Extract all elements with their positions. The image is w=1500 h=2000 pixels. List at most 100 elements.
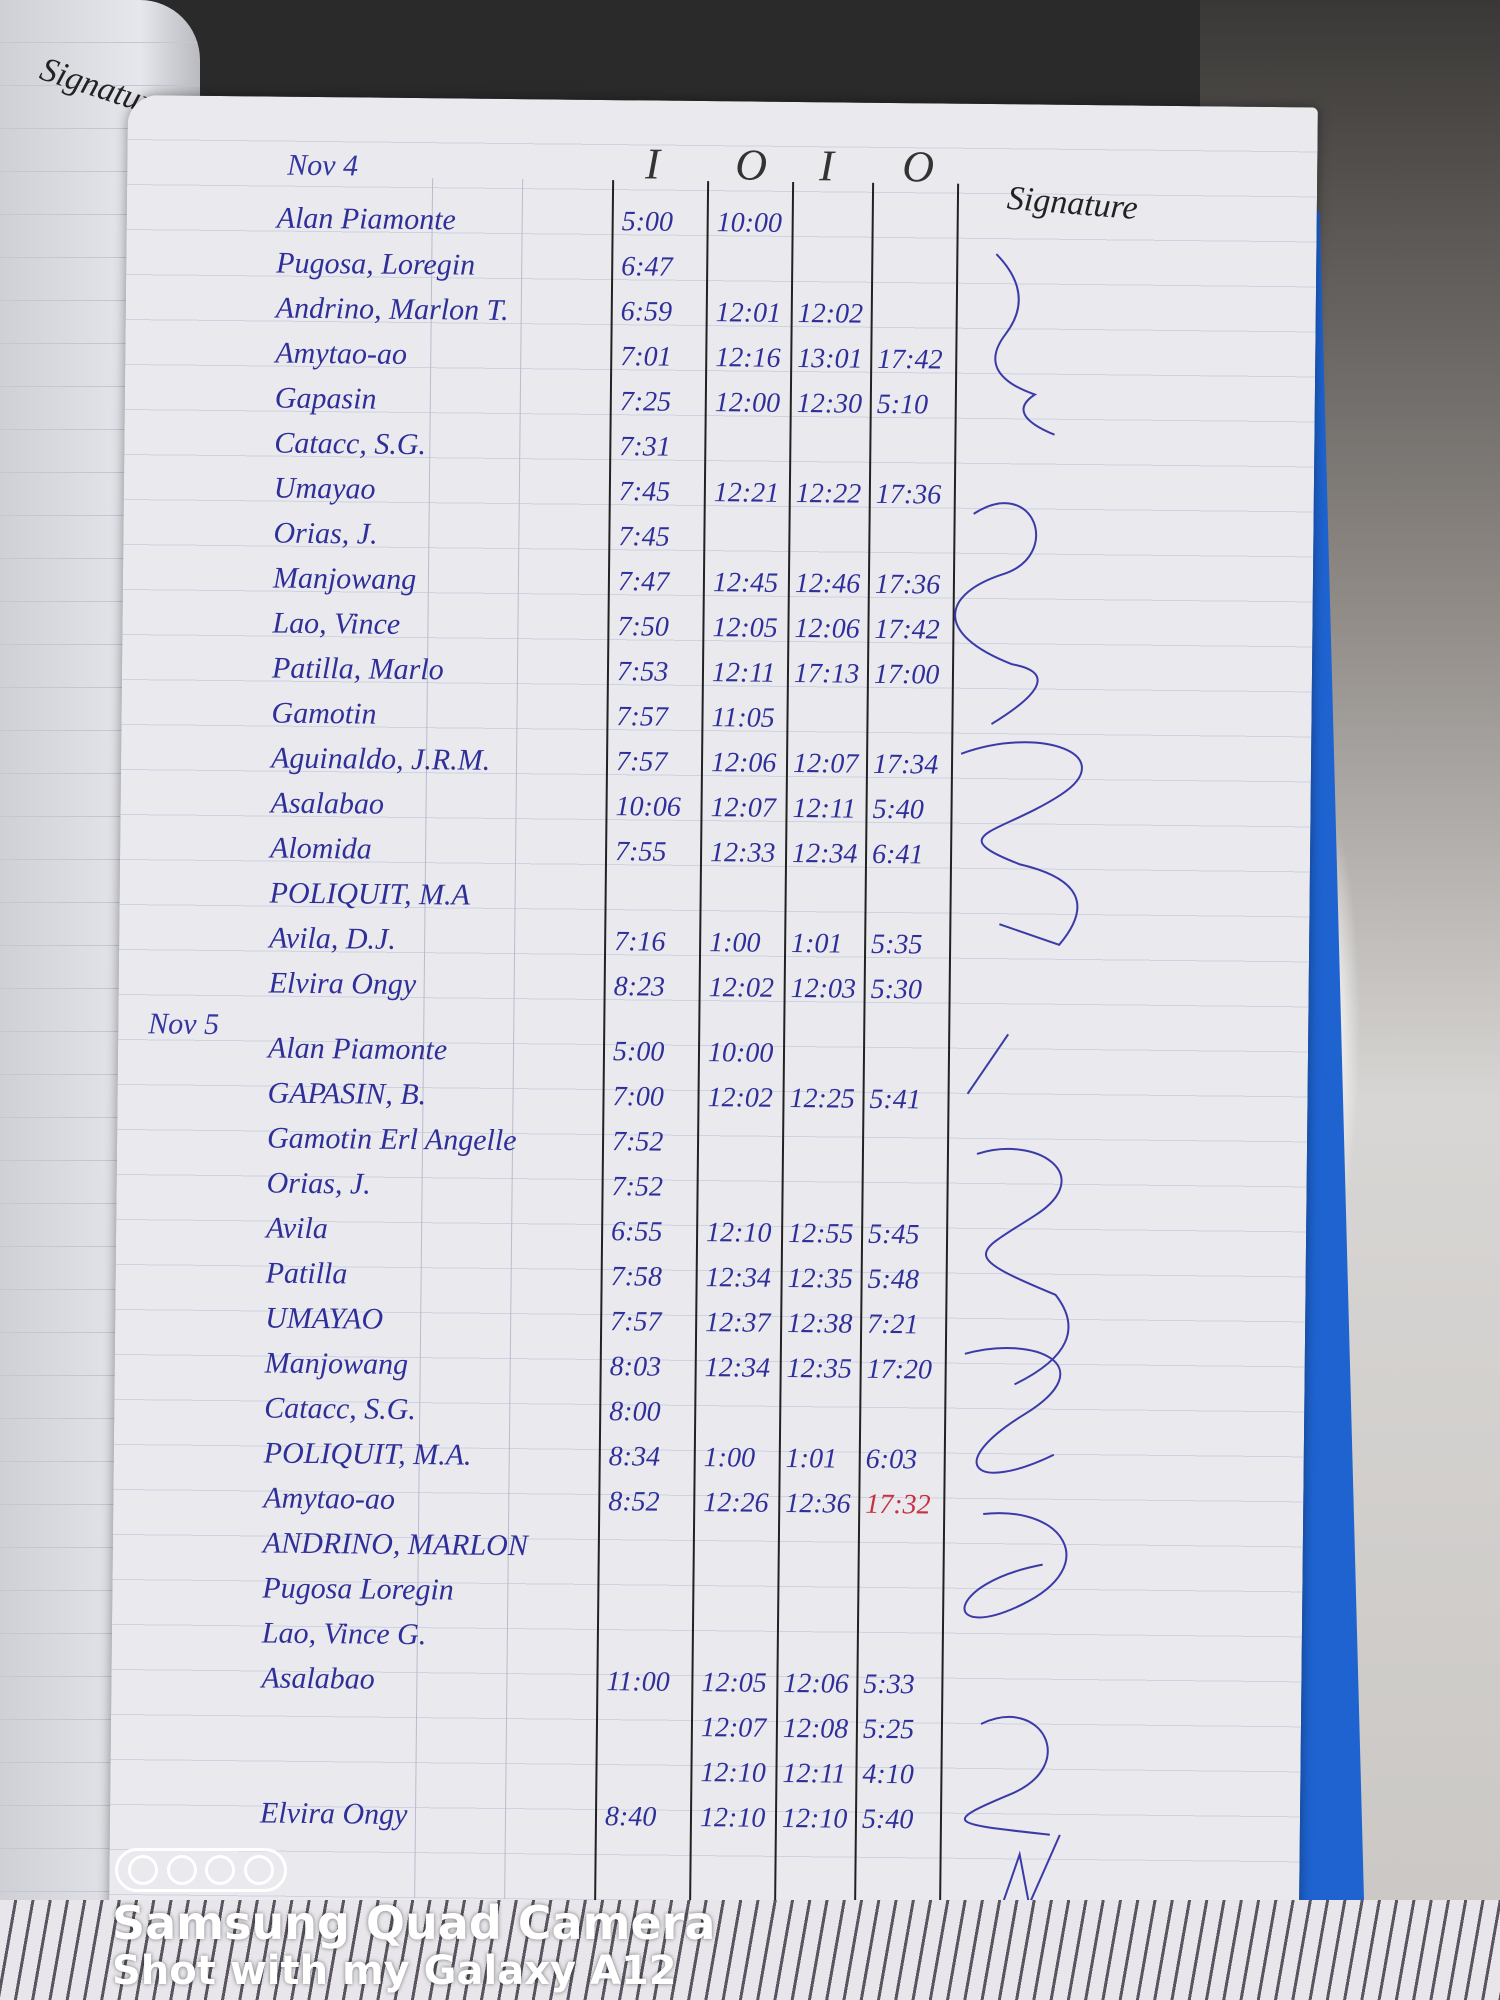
entry-name: Avila (265, 1211, 328, 1246)
entry-name: ANDRINO, MARLON (262, 1526, 529, 1563)
time-in-pm: 12:07 (792, 748, 859, 780)
entry-name: Andrino, Marlon T. (275, 291, 509, 327)
time-out-pm: 5:35 (870, 928, 923, 961)
time-in-am: 7:57 (615, 746, 668, 778)
time-out-pm: 5:45 (867, 1218, 920, 1251)
time-in-am: 7:57 (610, 1306, 662, 1338)
signature-scribble (998, 1834, 1061, 1915)
time-in-am: 8:00 (609, 1396, 661, 1428)
entry-name: Patilla, Marlo (271, 651, 444, 687)
time-out-pm: 6:03 (865, 1443, 918, 1476)
entry-name: Lao, Vince G. (261, 1616, 427, 1652)
logbook-page: Nov 4 I O I O Signature Nov 5 Alan Piamo… (108, 95, 1318, 1998)
time-in-am: 7:50 (617, 611, 669, 643)
time-in-pm: 12:03 (790, 972, 857, 1005)
entry-name: Asalabao (270, 786, 385, 821)
time-out-am: 12:10 (699, 1802, 766, 1834)
time-out-pm: 17:32 (865, 1488, 931, 1521)
time-in-pm: 12:55 (787, 1217, 854, 1250)
entry-name: Pugosa Loregin (262, 1571, 454, 1607)
time-in-am: 8:03 (609, 1351, 662, 1383)
signature-scribble (954, 502, 1039, 725)
entry-name: Gamotin (271, 696, 377, 731)
signatures (954, 253, 1083, 1915)
time-out-am: 12:16 (715, 342, 781, 374)
time-in-am: 6:59 (620, 296, 673, 328)
time-in-pm: 12:25 (789, 1082, 856, 1115)
time-in-am: 7:55 (614, 836, 667, 868)
camera-logo-icon (115, 1848, 287, 1892)
time-in-am: 8:52 (608, 1486, 660, 1518)
entry-name: Avila, D.J. (269, 921, 396, 956)
entry-name: Gapasin (274, 381, 377, 416)
time-out-pm: 5:25 (862, 1713, 915, 1746)
time-in-pm: 17:13 (793, 658, 860, 690)
entry-name: GAPASIN, B. (267, 1076, 427, 1112)
time-out-pm: 17:36 (875, 478, 942, 511)
time-out-pm: 6:41 (871, 838, 924, 871)
time-in-am: 7:16 (613, 926, 666, 958)
time-in-pm: 12:35 (787, 1262, 854, 1295)
time-in-am: 6:47 (621, 251, 673, 283)
time-out-pm: 17:36 (874, 568, 941, 601)
time-in-am: 8:34 (608, 1441, 661, 1473)
signature-scribble (966, 1033, 1010, 1095)
entry-name: Alan Piamonte (276, 201, 457, 237)
time-out-pm: 5:10 (876, 388, 929, 421)
time-out-pm: 5:40 (872, 793, 925, 826)
time-out-am: 12:26 (703, 1487, 769, 1519)
time-in-pm: 12:36 (785, 1487, 851, 1520)
time-out-am: 10:00 (716, 207, 783, 239)
entry-name: Amytao-ao (263, 1481, 396, 1516)
time-in-pm: 1:01 (785, 1442, 838, 1475)
time-out-pm: 17:42 (877, 343, 943, 376)
time-in-pm: 12:30 (796, 388, 863, 420)
time-in-pm: 13:01 (797, 343, 863, 375)
time-in-pm: 12:08 (782, 1712, 849, 1745)
column-header-in: I (645, 139, 661, 189)
time-in-pm: 12:06 (783, 1667, 849, 1700)
time-in-pm: 12:06 (794, 613, 860, 645)
time-in-am: 7:25 (619, 386, 672, 418)
signature-scribble (960, 741, 1083, 946)
time-in-am: 7:45 (618, 476, 671, 508)
entry-name: Orias, J. (273, 516, 378, 551)
time-out-am: 12:00 (714, 387, 781, 419)
time-in-am: 7:45 (618, 521, 670, 553)
time-in-am: 7:53 (616, 656, 669, 688)
time-in-pm: 12:34 (791, 837, 858, 870)
time-in-am: 7:00 (612, 1081, 665, 1113)
entry-name: Asalabao (261, 1661, 375, 1696)
time-out-pm: 17:00 (873, 658, 940, 691)
entry-name: Elvira Ongy (268, 966, 417, 1002)
entry-name: Umayao (273, 471, 376, 506)
watermark-line-1: Samsung Quad Camera (112, 1896, 716, 1950)
column-header-out: O (902, 142, 935, 192)
entry-name: Orias, J. (266, 1166, 371, 1201)
entry-name: Elvira Ongy (259, 1796, 408, 1832)
signature-scribble (994, 253, 1055, 436)
time-out-am: 12:34 (705, 1262, 772, 1294)
column-header-out: O (735, 140, 768, 190)
entry-name: POLIQUIT, M.A (269, 876, 471, 912)
time-out-am: 12:21 (713, 477, 780, 509)
time-out-pm: 5:33 (863, 1668, 915, 1701)
time-out-pm: 4:10 (862, 1758, 914, 1791)
entry-name: Pugosa, Loregin (276, 246, 476, 282)
cloth-foreground (0, 1900, 1500, 2000)
time-in-pm: 12:22 (795, 478, 862, 510)
time-out-am: 1:00 (708, 927, 761, 959)
time-out-pm: 7:21 (867, 1308, 919, 1341)
time-in-am: 5:00 (612, 1036, 665, 1068)
signature-scribble (976, 1148, 1070, 1386)
entry-name: Alan Piamonte (267, 1031, 448, 1067)
time-out-pm: 5:40 (861, 1803, 914, 1836)
entry-name: Amytao-ao (275, 336, 408, 371)
signature-scribble (964, 1347, 1062, 1474)
time-out-am: 12:06 (710, 747, 777, 779)
time-out-pm: 5:48 (867, 1263, 920, 1296)
time-out-am: 12:37 (705, 1307, 771, 1339)
time-out-pm: 5:41 (869, 1083, 922, 1116)
time-in-am: 7:31 (619, 431, 671, 463)
entry-name: Gamotin Erl Angelle (266, 1121, 517, 1158)
